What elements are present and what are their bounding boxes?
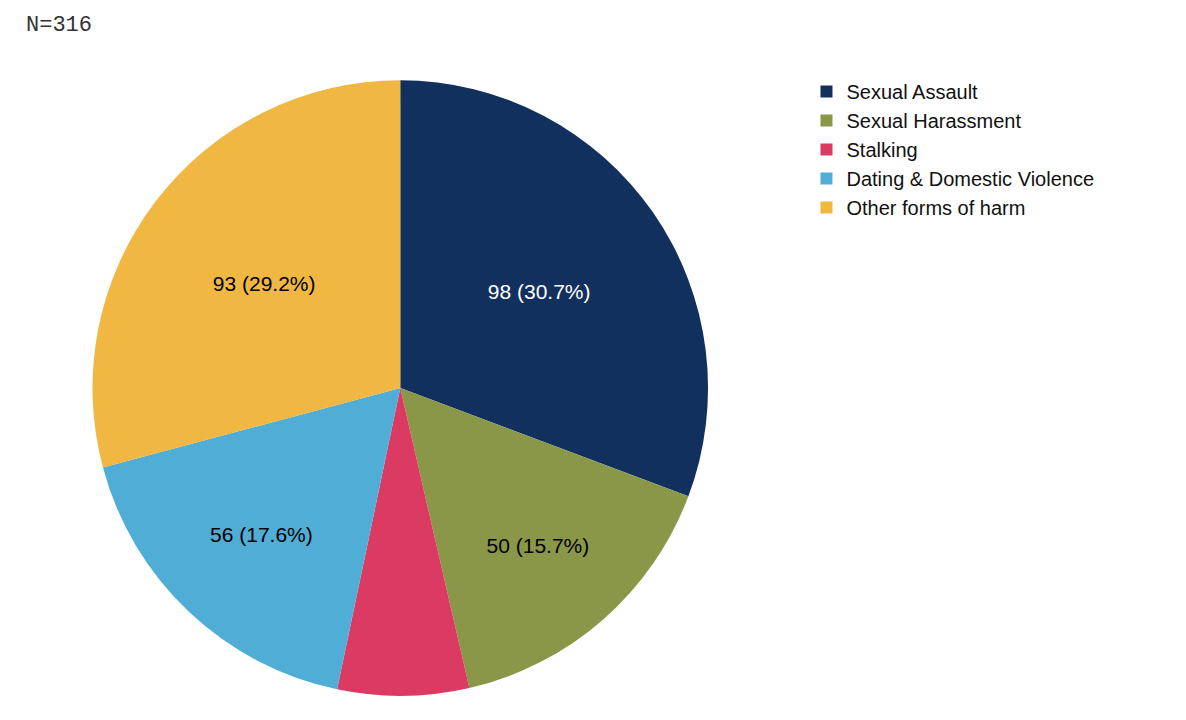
svg-text:N=316: N=316: [26, 13, 92, 38]
svg-text:Stalking: Stalking: [846, 139, 917, 161]
svg-text:93 (29.2%): 93 (29.2%): [213, 272, 316, 295]
svg-text:Sexual Assault: Sexual Assault: [846, 81, 978, 103]
svg-text:Dating & Domestic Violence: Dating & Domestic Violence: [846, 168, 1094, 190]
svg-text:50 (15.7%): 50 (15.7%): [487, 534, 590, 557]
svg-text:Sexual Harassment: Sexual Harassment: [846, 110, 1021, 132]
svg-text:56 (17.6%): 56 (17.6%): [210, 523, 313, 546]
svg-text:98 (30.7%): 98 (30.7%): [488, 280, 591, 303]
svg-text:Other forms of harm: Other forms of harm: [846, 197, 1025, 219]
